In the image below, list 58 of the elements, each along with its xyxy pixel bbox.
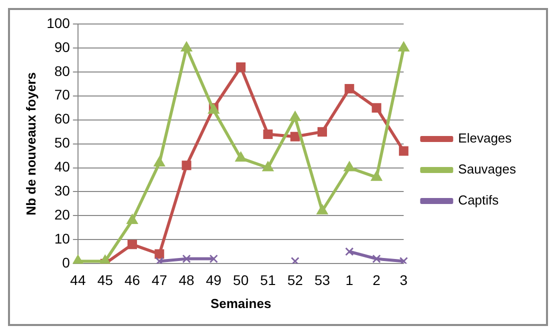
x-tick-label: 47	[152, 272, 168, 288]
x-tick-label: 2	[372, 272, 381, 288]
legend-label: Captifs	[458, 192, 500, 208]
point	[182, 160, 192, 170]
x-axis-title: Semaines	[210, 296, 272, 311]
x-tick-label: 49	[206, 272, 222, 288]
point	[345, 247, 354, 256]
point	[235, 152, 247, 162]
y-tick-label: 90	[54, 38, 70, 55]
point	[128, 240, 137, 250]
point	[263, 129, 273, 139]
y-tick-label: 10	[54, 230, 70, 246]
y-tick-label: 100	[46, 14, 70, 31]
point	[99, 254, 111, 264]
y-tick-label: 30	[54, 182, 70, 199]
y-tick-label: 70	[54, 86, 70, 103]
x-tick-label: 45	[97, 272, 114, 288]
x-tick-label: 48	[178, 272, 195, 288]
y-tick-label: 20	[54, 206, 70, 223]
point	[398, 41, 410, 52]
point	[126, 214, 138, 224]
point	[344, 84, 354, 94]
x-tick-label: 51	[260, 272, 276, 288]
y-tick-label: 60	[54, 110, 70, 127]
x-tick-label: 46	[124, 272, 140, 288]
x-tick-label: 52	[287, 272, 304, 288]
y-axis-title: Nb de nouveaux foyers	[23, 72, 38, 216]
y-tick-label: 50	[54, 134, 70, 151]
x-tick-label: 44	[70, 272, 86, 288]
point	[290, 256, 300, 264]
point	[180, 41, 192, 52]
point	[289, 110, 301, 121]
point	[155, 256, 164, 264]
point	[154, 249, 164, 259]
y-tick-label: 80	[54, 62, 70, 79]
point	[182, 254, 191, 264]
point	[318, 127, 327, 137]
point	[370, 170, 382, 181]
x-tick-label: 50	[233, 272, 249, 288]
point	[72, 254, 84, 264]
point	[372, 254, 381, 264]
y-tick-label: 0	[62, 254, 70, 270]
point	[154, 156, 166, 166]
x-tick-label: 53	[314, 272, 330, 288]
point	[236, 62, 246, 72]
point	[262, 161, 274, 172]
y-tick-label: 40	[54, 158, 70, 175]
point	[344, 161, 356, 172]
x-tick-label: 1	[345, 272, 354, 288]
point	[209, 254, 218, 264]
legend-label: Elevages	[458, 130, 512, 146]
point	[399, 256, 408, 264]
point	[290, 132, 300, 142]
point	[372, 103, 382, 113]
legend-label: Sauvages	[458, 162, 516, 177]
point	[398, 146, 408, 156]
point	[316, 204, 328, 214]
x-tick-label: 3	[400, 272, 408, 288]
